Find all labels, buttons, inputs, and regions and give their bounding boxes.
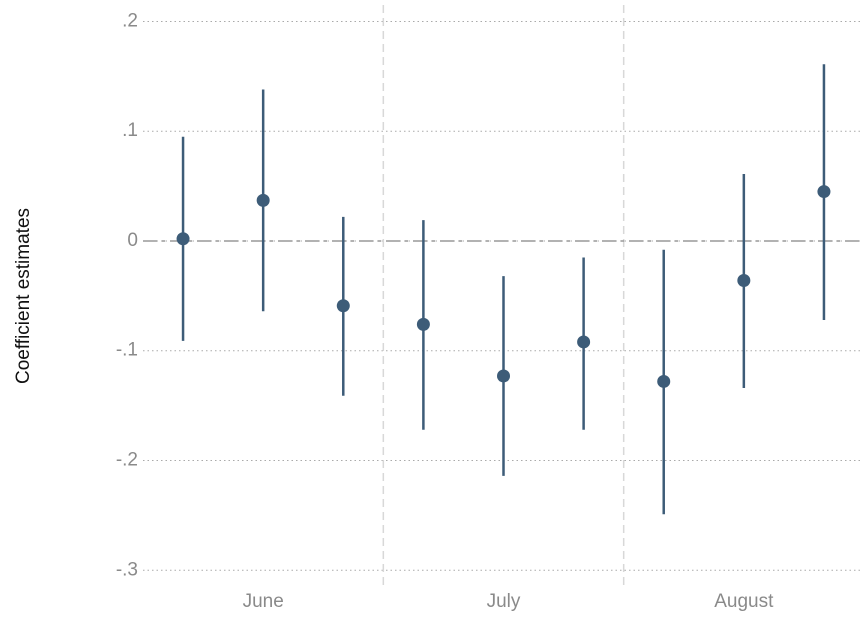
y-axis-label: Coefficient estimates (13, 208, 34, 384)
point-estimate (336, 299, 350, 313)
y-tick-label: 0 (127, 230, 138, 251)
y-tick-label: .2 (122, 10, 138, 31)
point-estimate (577, 335, 591, 349)
y-tick-label: .1 (122, 120, 138, 141)
point-estimate (416, 317, 430, 331)
point-estimate (817, 185, 831, 199)
y-tick-label: -.1 (116, 340, 138, 361)
x-tick-label: June (243, 591, 284, 612)
point-estimate (176, 232, 190, 246)
point-estimate (256, 193, 270, 207)
point-estimate (497, 369, 511, 383)
y-tick-label: -.3 (116, 559, 138, 580)
point-estimate (657, 374, 671, 388)
y-tick-label: -.2 (116, 450, 138, 471)
point-estimate (737, 273, 751, 287)
x-tick-label: August (714, 591, 774, 612)
x-tick-label: July (487, 591, 521, 612)
